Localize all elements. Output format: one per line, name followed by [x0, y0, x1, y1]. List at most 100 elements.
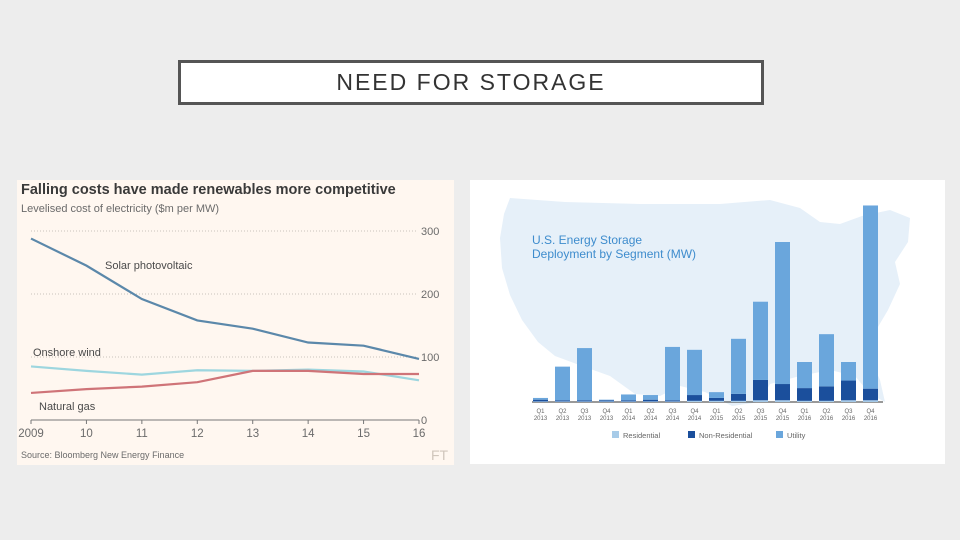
storage-bar-chart: U.S. Energy Storage Deployment by Segmen… [500, 198, 910, 440]
bar-segment-utility [863, 205, 878, 389]
bar-x-year-label: 2013 [556, 416, 570, 422]
bar-segment-utility [775, 242, 790, 385]
bar-segment-residential [797, 400, 812, 402]
line-x-tick-label: 12 [191, 428, 204, 440]
bar-chart-title-line-1: U.S. Energy Storage [532, 233, 642, 247]
bar-segment-residential [665, 401, 680, 402]
bar-segment-utility [709, 392, 724, 398]
bar-segment-non-residential [687, 395, 702, 401]
bar-segment-non-residential [621, 400, 636, 402]
bar-x-year-label: 2014 [622, 416, 636, 422]
line-y-tick-label: 300 [421, 226, 439, 238]
line-series-1 [30, 365, 420, 382]
line-series-2 [30, 369, 419, 395]
slide-title: NEED FOR STORAGE [336, 69, 606, 95]
bar-x-year-label: 2014 [644, 416, 658, 422]
bar-x-year-label: 2016 [820, 416, 834, 422]
line-x-tick-label: 15 [357, 428, 370, 440]
bar-legend-label: Non-Residential [699, 431, 753, 440]
bar-segment-residential [599, 401, 614, 402]
line-x-tick-label: 16 [413, 428, 426, 440]
bar-x-year-label: 2014 [688, 416, 702, 422]
bar-x-quarter-label: Q2 [734, 409, 743, 415]
bar-segment-residential [687, 400, 702, 402]
bar-segment-utility [731, 338, 746, 394]
bar-segment-residential [731, 400, 746, 402]
bar-x-quarter-label: Q1 [536, 409, 545, 415]
line-chart-subtitle: Levelised cost of electricity ($m per MW… [21, 203, 219, 215]
line-y-tick-label: 100 [421, 352, 439, 364]
bar-segment-residential [555, 401, 570, 402]
bar-segment-utility [687, 349, 702, 396]
bar-segment-non-residential [665, 400, 680, 402]
bar-x-year-label: 2016 [864, 416, 878, 422]
bar-x-year-label: 2016 [842, 416, 856, 422]
bar-segment-non-residential [775, 384, 790, 401]
line-chart-source: Source: Bloomberg New Energy Finance [21, 450, 184, 460]
bar-x-quarter-label: Q4 [778, 409, 787, 415]
bar-segment-utility [797, 362, 812, 389]
line-x-tick-label: 11 [136, 428, 148, 440]
bar-x-quarter-label: Q2 [558, 409, 567, 415]
bar-x-year-label: 2015 [776, 416, 790, 422]
line-series-label: Natural gas [39, 401, 96, 413]
storage-bar-chart-panel: U.S. Energy Storage Deployment by Segmen… [470, 180, 945, 464]
bar-x-quarter-label: Q2 [646, 409, 655, 415]
bar-x-quarter-label: Q1 [800, 409, 809, 415]
bar-x-year-label: 2015 [754, 416, 768, 422]
bar-segment-residential [643, 401, 658, 402]
bar-segment-non-residential [731, 393, 746, 401]
bar-segment-residential [577, 401, 592, 402]
bar-x-year-label: 2013 [600, 416, 614, 422]
bar-segment-residential [775, 400, 790, 402]
bar-x-year-label: 2013 [534, 416, 548, 422]
bar-x-quarter-label: Q4 [690, 409, 699, 415]
line-series-label: Solar photovoltaic [105, 260, 193, 272]
bar-x-quarter-label: Q4 [866, 409, 875, 415]
bar-segment-residential [819, 400, 834, 402]
bar-legend-swatch [612, 431, 619, 438]
line-x-tick-label: 10 [80, 428, 93, 440]
bar-x-quarter-label: Q3 [580, 409, 589, 415]
bar-segment-non-residential [599, 400, 614, 402]
ft-logo: FT [431, 447, 449, 463]
bar-segment-non-residential [841, 380, 856, 401]
bar-x-quarter-label: Q1 [624, 409, 633, 415]
bar-legend-swatch [776, 431, 783, 438]
line-x-tick-label: 13 [246, 428, 259, 440]
bar-segment-non-residential [533, 399, 548, 402]
bar-x-quarter-label: Q3 [668, 409, 677, 415]
bar-x-quarter-label: Q3 [844, 409, 853, 415]
bar-segment-utility [533, 397, 548, 400]
bar-x-quarter-label: Q3 [756, 409, 765, 415]
bar-segment-utility [599, 399, 614, 401]
bar-segment-non-residential [577, 400, 592, 402]
line-x-tick-label: 14 [302, 428, 315, 440]
bar-legend-swatch [688, 431, 695, 438]
bar-segment-non-residential [709, 397, 724, 401]
bar-segment-non-residential [863, 388, 878, 401]
line-series-label: Onshore wind [33, 347, 101, 359]
bar-legend-label: Residential [623, 431, 660, 440]
line-series-0 [30, 237, 420, 360]
cost-line-chart: Falling costs have made renewables more … [18, 182, 449, 463]
bar-segment-utility [753, 301, 768, 380]
bar-x-quarter-label: Q1 [712, 409, 721, 415]
bar-segment-residential [841, 400, 856, 402]
bar-x-year-label: 2016 [798, 416, 812, 422]
bar-segment-utility [819, 334, 834, 387]
line-x-tick-label: 2009 [18, 428, 44, 440]
slide-title-box: NEED FOR STORAGE [178, 60, 764, 105]
bar-segment-non-residential [643, 399, 658, 402]
bar-segment-residential [621, 401, 636, 402]
bar-legend-label: Utility [787, 431, 806, 440]
bar-segment-non-residential [797, 388, 812, 401]
line-y-tick-label: 200 [421, 289, 439, 301]
bar-x-quarter-label: Q4 [602, 409, 611, 415]
bar-chart-title-line-2: Deployment by Segment (MW) [532, 247, 696, 261]
bar-segment-non-residential [819, 386, 834, 401]
cost-line-chart-panel: Falling costs have made renewables more … [17, 180, 454, 465]
bar-segment-utility [621, 394, 636, 401]
bar-segment-non-residential [555, 400, 570, 402]
us-map-silhouette [500, 198, 910, 406]
